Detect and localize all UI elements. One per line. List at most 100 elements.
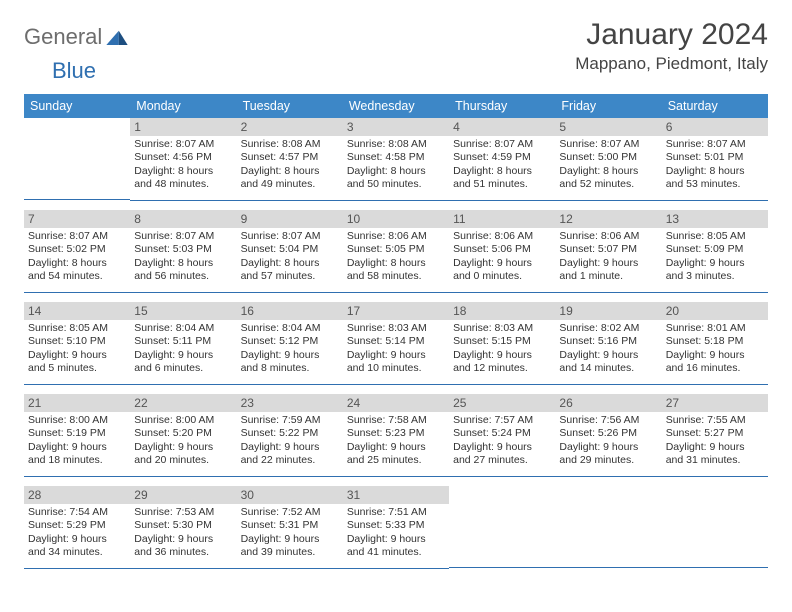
weekday-header-row: Sunday Monday Tuesday Wednesday Thursday… [24, 94, 768, 118]
day-sunrise: Sunrise: 8:02 AM [559, 322, 657, 335]
day-sunrise: Sunrise: 7:59 AM [241, 414, 339, 427]
day-sunrise: Sunrise: 7:54 AM [28, 506, 126, 519]
day-info: Sunrise: 8:06 AMSunset: 5:07 PMDaylight:… [559, 230, 657, 284]
day-info: Sunrise: 8:02 AMSunset: 5:16 PMDaylight:… [559, 322, 657, 376]
day-daylight1: Daylight: 9 hours [241, 533, 339, 546]
day-info: Sunrise: 7:57 AMSunset: 5:24 PMDaylight:… [453, 414, 551, 468]
day-info: Sunrise: 8:07 AMSunset: 5:03 PMDaylight:… [134, 230, 232, 284]
day-daylight2: and 14 minutes. [559, 362, 657, 375]
calendar-cell: 26Sunrise: 7:56 AMSunset: 5:26 PMDayligh… [555, 394, 661, 486]
weekday-header: Saturday [662, 94, 768, 118]
day-sunrise: Sunrise: 7:55 AM [666, 414, 764, 427]
day-number [662, 486, 768, 504]
day-daylight1: Daylight: 9 hours [347, 533, 445, 546]
calendar-week-row: 1Sunrise: 8:07 AMSunset: 4:56 PMDaylight… [24, 118, 768, 210]
day-daylight2: and 1 minute. [559, 270, 657, 283]
calendar-cell [24, 118, 130, 210]
day-sunrise: Sunrise: 8:04 AM [134, 322, 232, 335]
day-number: 21 [24, 394, 130, 412]
day-sunset: Sunset: 5:20 PM [134, 427, 232, 440]
day-daylight1: Daylight: 9 hours [666, 349, 764, 362]
day-number: 24 [343, 394, 449, 412]
day-daylight1: Daylight: 8 hours [241, 257, 339, 270]
day-daylight2: and 34 minutes. [28, 546, 126, 559]
day-info: Sunrise: 8:05 AMSunset: 5:09 PMDaylight:… [666, 230, 764, 284]
day-daylight2: and 52 minutes. [559, 178, 657, 191]
day-daylight1: Daylight: 8 hours [559, 165, 657, 178]
day-info: Sunrise: 8:08 AMSunset: 4:57 PMDaylight:… [241, 138, 339, 192]
calendar-week-row: 7Sunrise: 8:07 AMSunset: 5:02 PMDaylight… [24, 210, 768, 302]
day-sunrise: Sunrise: 8:00 AM [134, 414, 232, 427]
day-sunset: Sunset: 5:15 PM [453, 335, 551, 348]
day-sunrise: Sunrise: 8:07 AM [241, 230, 339, 243]
day-daylight2: and 58 minutes. [347, 270, 445, 283]
day-sunset: Sunset: 5:33 PM [347, 519, 445, 532]
calendar-cell: 21Sunrise: 8:00 AMSunset: 5:19 PMDayligh… [24, 394, 130, 486]
day-sunset: Sunset: 5:01 PM [666, 151, 764, 164]
day-number: 4 [449, 118, 555, 136]
day-number: 31 [343, 486, 449, 504]
day-sunset: Sunset: 5:31 PM [241, 519, 339, 532]
day-daylight1: Daylight: 9 hours [453, 349, 551, 362]
calendar-cell: 3Sunrise: 8:08 AMSunset: 4:58 PMDaylight… [343, 118, 449, 210]
day-info: Sunrise: 7:54 AMSunset: 5:29 PMDaylight:… [28, 506, 126, 560]
day-sunrise: Sunrise: 8:03 AM [347, 322, 445, 335]
day-cell [24, 118, 130, 200]
weekday-header: Monday [130, 94, 236, 118]
day-daylight2: and 5 minutes. [28, 362, 126, 375]
day-info: Sunrise: 7:51 AMSunset: 5:33 PMDaylight:… [347, 506, 445, 560]
day-sunset: Sunset: 5:07 PM [559, 243, 657, 256]
day-daylight1: Daylight: 9 hours [134, 533, 232, 546]
day-cell: 16Sunrise: 8:04 AMSunset: 5:12 PMDayligh… [237, 302, 343, 385]
day-sunset: Sunset: 4:58 PM [347, 151, 445, 164]
day-daylight1: Daylight: 8 hours [28, 257, 126, 270]
day-number: 8 [130, 210, 236, 228]
day-number: 15 [130, 302, 236, 320]
day-daylight1: Daylight: 9 hours [453, 257, 551, 270]
day-cell: 5Sunrise: 8:07 AMSunset: 5:00 PMDaylight… [555, 118, 661, 201]
day-daylight1: Daylight: 9 hours [453, 441, 551, 454]
day-info: Sunrise: 7:53 AMSunset: 5:30 PMDaylight:… [134, 506, 232, 560]
day-cell: 18Sunrise: 8:03 AMSunset: 5:15 PMDayligh… [449, 302, 555, 385]
calendar-cell: 16Sunrise: 8:04 AMSunset: 5:12 PMDayligh… [237, 302, 343, 394]
day-number: 27 [662, 394, 768, 412]
day-sunrise: Sunrise: 7:52 AM [241, 506, 339, 519]
day-info: Sunrise: 8:01 AMSunset: 5:18 PMDaylight:… [666, 322, 764, 376]
day-daylight1: Daylight: 9 hours [347, 349, 445, 362]
day-number: 28 [24, 486, 130, 504]
calendar-cell: 31 Sunrise: 7:51 AMSunset: 5:33 PMDayligh… [343, 486, 449, 578]
calendar-cell: 22Sunrise: 8:00 AMSunset: 5:20 PMDayligh… [130, 394, 236, 486]
day-number: 6 [662, 118, 768, 136]
day-daylight1: Daylight: 9 hours [666, 257, 764, 270]
day-daylight2: and 10 minutes. [347, 362, 445, 375]
day-info: Sunrise: 8:05 AMSunset: 5:10 PMDaylight:… [28, 322, 126, 376]
day-sunset: Sunset: 5:05 PM [347, 243, 445, 256]
day-sunrise: Sunrise: 8:07 AM [28, 230, 126, 243]
day-sunrise: Sunrise: 8:07 AM [134, 138, 232, 151]
month-title: January 2024 [575, 18, 768, 52]
day-number: 5 [555, 118, 661, 136]
day-daylight1: Daylight: 8 hours [666, 165, 764, 178]
day-info: Sunrise: 7:55 AMSunset: 5:27 PMDaylight:… [666, 414, 764, 468]
day-sunset: Sunset: 5:18 PM [666, 335, 764, 348]
day-sunset: Sunset: 5:24 PM [453, 427, 551, 440]
day-cell: 14Sunrise: 8:05 AMSunset: 5:10 PMDayligh… [24, 302, 130, 385]
day-sunrise: Sunrise: 8:07 AM [559, 138, 657, 151]
day-sunset: Sunset: 5:12 PM [241, 335, 339, 348]
day-cell: 24Sunrise: 7:58 AMSunset: 5:23 PMDayligh… [343, 394, 449, 477]
day-number [555, 486, 661, 504]
day-daylight1: Daylight: 8 hours [347, 257, 445, 270]
day-daylight2: and 12 minutes. [453, 362, 551, 375]
day-daylight2: and 31 minutes. [666, 454, 764, 467]
day-sunrise: Sunrise: 8:03 AM [453, 322, 551, 335]
calendar-week-row: 21Sunrise: 8:00 AMSunset: 5:19 PMDayligh… [24, 394, 768, 486]
title-block: January 2024 Mappano, Piedmont, Italy [575, 18, 768, 74]
calendar-page: General January 2024 Mappano, Piedmont, … [0, 0, 792, 578]
day-cell: 25Sunrise: 7:57 AMSunset: 5:24 PMDayligh… [449, 394, 555, 477]
day-daylight1: Daylight: 9 hours [241, 349, 339, 362]
calendar-cell: 12Sunrise: 8:06 AMSunset: 5:07 PMDayligh… [555, 210, 661, 302]
day-cell: 7Sunrise: 8:07 AMSunset: 5:02 PMDaylight… [24, 210, 130, 293]
day-info: Sunrise: 8:07 AMSunset: 4:56 PMDaylight:… [134, 138, 232, 192]
day-info: Sunrise: 8:04 AMSunset: 5:11 PMDaylight:… [134, 322, 232, 376]
day-cell: 27 Sunrise: 7:55 AMSunset: 5:27 PMDayligh… [662, 394, 768, 477]
